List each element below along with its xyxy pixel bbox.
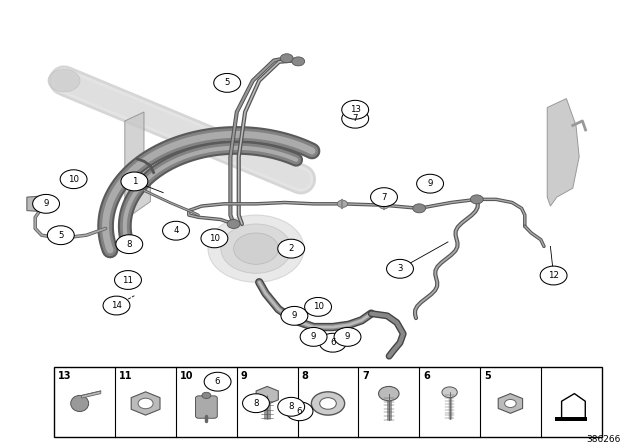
Circle shape [116,235,143,254]
Text: 10: 10 [180,371,193,381]
FancyBboxPatch shape [54,367,602,437]
Text: 386266: 386266 [586,435,621,444]
Circle shape [280,54,293,63]
Circle shape [138,398,153,409]
Circle shape [504,400,516,408]
Text: 5: 5 [484,371,491,381]
Circle shape [417,174,444,193]
Circle shape [286,402,313,421]
Circle shape [442,387,458,398]
Text: 11: 11 [119,371,132,381]
Text: 8: 8 [253,399,259,408]
Circle shape [320,398,337,409]
Polygon shape [547,99,579,206]
Circle shape [48,69,80,92]
Text: 8: 8 [301,371,308,381]
Circle shape [371,188,397,207]
Polygon shape [125,112,150,224]
Text: 3: 3 [397,264,403,273]
Circle shape [221,224,291,273]
Text: 7: 7 [353,114,358,123]
Circle shape [214,73,241,92]
Circle shape [278,397,305,416]
Circle shape [334,327,361,346]
Circle shape [60,170,87,189]
Circle shape [227,220,240,228]
Polygon shape [498,394,523,414]
Text: 7: 7 [381,193,387,202]
Text: 6: 6 [297,407,302,416]
Text: 11: 11 [122,276,134,284]
Text: 9: 9 [428,179,433,188]
Text: 13: 13 [58,371,72,381]
Circle shape [292,57,305,66]
Circle shape [300,327,327,346]
Circle shape [413,204,426,213]
Circle shape [201,229,228,248]
Text: 2: 2 [289,244,294,253]
Text: 8: 8 [289,402,294,411]
Circle shape [204,372,231,391]
Text: 7: 7 [362,371,369,381]
Text: 6: 6 [215,377,220,386]
Circle shape [312,392,344,415]
Ellipse shape [70,396,89,412]
Text: 14: 14 [111,301,122,310]
Text: 9: 9 [345,332,350,341]
Bar [555,417,588,422]
Text: 6: 6 [330,338,335,347]
Circle shape [33,194,60,213]
Circle shape [121,172,148,191]
Text: 9: 9 [44,199,49,208]
Text: 10: 10 [209,234,220,243]
Circle shape [540,266,567,285]
Circle shape [202,392,211,399]
Polygon shape [82,391,101,398]
Text: 12: 12 [548,271,559,280]
Text: 4: 4 [173,226,179,235]
FancyBboxPatch shape [196,396,218,418]
Circle shape [208,215,304,282]
Text: 10: 10 [312,302,324,311]
Polygon shape [27,196,40,211]
Text: 1: 1 [132,177,137,186]
Circle shape [103,296,130,315]
Polygon shape [256,387,278,405]
Circle shape [342,100,369,119]
Circle shape [337,200,348,207]
Circle shape [342,109,369,128]
Text: 6: 6 [423,371,430,381]
Text: 5: 5 [225,78,230,87]
Text: 8: 8 [127,240,132,249]
Circle shape [234,233,278,264]
Circle shape [378,387,399,401]
Circle shape [305,297,332,316]
Circle shape [379,202,389,209]
Circle shape [470,195,483,204]
Text: 9: 9 [241,371,248,381]
Circle shape [47,226,74,245]
Circle shape [115,271,141,289]
Text: 9: 9 [292,311,297,320]
Circle shape [278,239,305,258]
Text: 10: 10 [68,175,79,184]
Text: 9: 9 [311,332,316,341]
Circle shape [281,306,308,325]
Text: 5: 5 [58,231,63,240]
Circle shape [319,333,346,352]
Circle shape [243,394,269,413]
Polygon shape [131,392,160,415]
Circle shape [163,221,189,240]
Circle shape [387,259,413,278]
Text: 13: 13 [349,105,361,114]
